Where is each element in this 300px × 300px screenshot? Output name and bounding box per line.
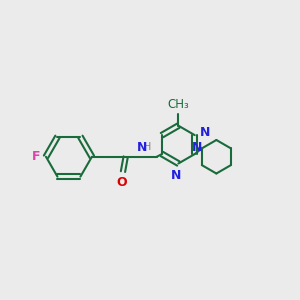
Text: H: H: [143, 142, 152, 152]
Text: CH₃: CH₃: [167, 98, 189, 111]
Text: O: O: [116, 176, 127, 190]
Text: N: N: [171, 169, 181, 182]
Text: N: N: [192, 140, 202, 154]
Text: N: N: [137, 140, 147, 154]
Text: F: F: [32, 150, 40, 163]
Text: N: N: [200, 127, 210, 140]
